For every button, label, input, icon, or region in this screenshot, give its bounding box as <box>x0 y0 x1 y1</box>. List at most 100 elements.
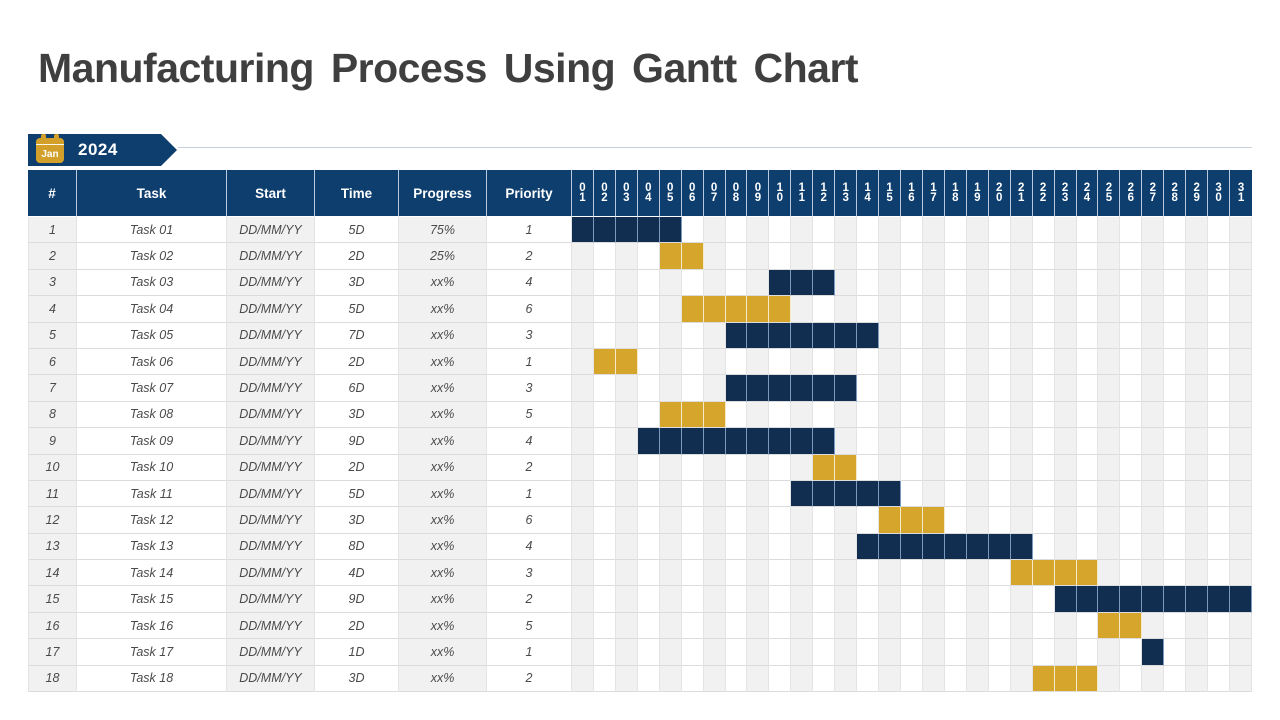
gantt-day-cell <box>813 217 836 244</box>
gantt-row-16: 16 Task 16 DD/MM/YY 2D xx% 5 <box>28 612 1252 640</box>
gantt-day-cell <box>769 401 792 429</box>
gantt-day-cell <box>769 612 792 640</box>
gantt-day-cell <box>725 560 748 587</box>
gantt-day-cell <box>703 507 726 534</box>
gantt-day-cell <box>1120 322 1143 349</box>
gantt-day-cell <box>813 348 836 376</box>
gantt-day-cell <box>1208 533 1231 561</box>
priority-cell: 4 <box>487 269 572 297</box>
gantt-day-cell <box>1186 269 1209 297</box>
gantt-day-cell <box>857 639 880 666</box>
gantt-day-cell <box>1120 560 1143 587</box>
gantt-day-cell <box>835 533 858 561</box>
start-date-cell: DD/MM/YY <box>227 454 315 481</box>
task-name-cell: Task 04 <box>77 296 227 323</box>
gantt-day-cell <box>1230 665 1252 693</box>
progress-cell: xx% <box>399 560 487 587</box>
gantt-bar-cell <box>922 507 945 534</box>
gantt-day-cell <box>1186 454 1209 481</box>
gantt-day-cell <box>1054 243 1077 270</box>
gantt-day-cell <box>725 586 748 613</box>
gantt-bar-cell <box>725 428 748 455</box>
gantt-day-cell <box>944 665 967 693</box>
gantt-day-cell <box>944 428 967 455</box>
gantt-day-cell <box>769 217 792 244</box>
time-cell: 1D <box>315 639 399 666</box>
gantt-day-cell <box>703 560 726 587</box>
gantt-day-cell <box>1120 296 1143 323</box>
gantt-day-cell <box>572 428 594 455</box>
gantt-day-cell <box>1230 296 1252 323</box>
gantt-day-cell <box>966 560 989 587</box>
gantt-day-cell <box>725 401 748 429</box>
gantt-day-cell <box>637 375 660 402</box>
gantt-day-cell <box>1054 533 1077 561</box>
gantt-day-cell <box>1208 401 1231 429</box>
gantt-day-cell <box>1010 296 1033 323</box>
gantt-day-cell <box>1054 401 1077 429</box>
gantt-day-cell <box>1186 375 1209 402</box>
gantt-day-cell <box>637 586 660 613</box>
gantt-day-cell <box>659 375 682 402</box>
gantt-day-cell <box>1032 348 1055 376</box>
gantt-bar-cell <box>769 322 792 349</box>
gantt-day-cell <box>1230 243 1252 270</box>
gantt-day-cell <box>1120 401 1143 429</box>
gantt-day-cell <box>879 665 902 693</box>
gantt-day-cell <box>593 401 616 429</box>
task-name-cell: Task 09 <box>77 428 227 455</box>
gantt-bar-cell <box>1010 533 1033 561</box>
progress-cell: xx% <box>399 375 487 402</box>
gantt-bar-cell <box>835 454 858 481</box>
gantt-bar-cell <box>1164 586 1187 613</box>
gantt-day-cell <box>1186 507 1209 534</box>
gantt-day-cell <box>1098 269 1121 297</box>
gantt-day-cell <box>593 375 616 402</box>
gantt-day-cell <box>1164 296 1187 323</box>
gantt-day-cell <box>1076 428 1099 455</box>
gantt-row-18: 18 Task 18 DD/MM/YY 3D xx% 2 <box>28 665 1252 693</box>
gantt-day-cell <box>813 612 836 640</box>
gantt-day-cell <box>593 454 616 481</box>
gantt-day-cell <box>1164 612 1187 640</box>
gantt-row-1: 1 Task 01 DD/MM/YY 5D 75% 1 <box>28 217 1252 244</box>
gantt-day-cell <box>593 560 616 587</box>
gantt-bar-cell <box>593 217 616 244</box>
gantt-day-cell <box>966 296 989 323</box>
gantt-day-cell <box>1010 269 1033 297</box>
task-number-cell: 1 <box>28 217 77 244</box>
gantt-day-cell <box>681 639 704 666</box>
gantt-day-cell <box>791 401 814 429</box>
gantt-day-cell <box>1230 217 1252 244</box>
gantt-day-cell <box>1010 348 1033 376</box>
progress-cell: xx% <box>399 480 487 508</box>
gantt-day-cell <box>901 665 923 693</box>
gantt-day-cell <box>1120 375 1143 402</box>
gantt-day-cell <box>1142 269 1165 297</box>
timeline-banner: 2024 Jan <box>28 134 1252 166</box>
start-date-cell: DD/MM/YY <box>227 560 315 587</box>
gantt-day-cell <box>1120 480 1143 508</box>
time-cell: 2D <box>315 243 399 270</box>
gantt-day-cell <box>615 560 638 587</box>
gantt-day-cell <box>835 243 858 270</box>
gantt-day-cell <box>1098 560 1121 587</box>
gantt-day-cell <box>944 243 967 270</box>
gantt-day-cell <box>879 296 902 323</box>
gantt-day-cell <box>1186 480 1209 508</box>
gantt-day-cell <box>1010 217 1033 244</box>
gantt-day-cell <box>1032 480 1055 508</box>
task-number-cell: 7 <box>28 375 77 402</box>
gantt-day-cell <box>681 507 704 534</box>
gantt-day-cell <box>1076 612 1099 640</box>
gantt-day-cell <box>879 639 902 666</box>
task-number-cell: 8 <box>28 401 77 429</box>
gantt-day-cell <box>791 243 814 270</box>
gantt-day-cell <box>637 269 660 297</box>
task-name-cell: Task 08 <box>77 401 227 429</box>
gantt-day-cell <box>791 533 814 561</box>
gantt-day-cell <box>615 507 638 534</box>
